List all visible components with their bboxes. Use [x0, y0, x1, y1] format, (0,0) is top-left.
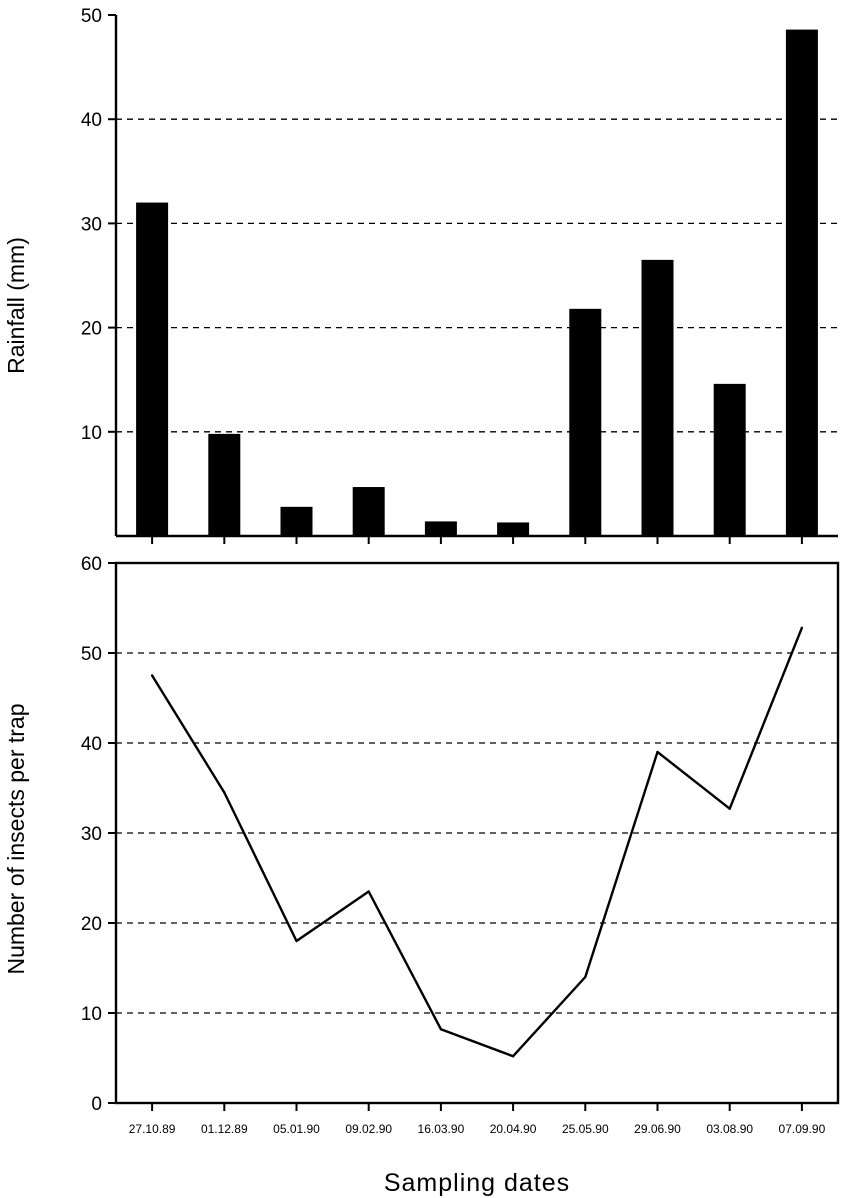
- insects-axes: [114, 561, 840, 1111]
- insects-y-tick-label: 50: [81, 644, 102, 665]
- rainfall-bars: [136, 29, 818, 536]
- insects-y-tick-label: 30: [81, 824, 102, 845]
- insects-y-ticks: 0 10 20 30 40 50 60: [81, 554, 116, 1115]
- x-tick-label: 29.06.90: [634, 1122, 681, 1136]
- insects-y-tick-label: 20: [81, 914, 102, 935]
- rainfall-bar: [352, 487, 385, 536]
- insects-y-tick-label: 60: [81, 554, 102, 575]
- rainfall-y-tick-label: 30: [81, 214, 102, 235]
- x-tick-label: 01.12.89: [201, 1122, 248, 1136]
- x-tick-label: 25.05.90: [562, 1122, 609, 1136]
- x-tick-label: 27.10.89: [129, 1122, 176, 1136]
- rainfall-y-tick-label: 20: [81, 319, 102, 340]
- rainfall-bar: [569, 308, 602, 536]
- rainfall-bar: [641, 259, 674, 536]
- x-tick-label: 09.02.90: [345, 1122, 392, 1136]
- insects-data-point: [656, 750, 659, 754]
- insects-data-point: [439, 1028, 443, 1031]
- insects-data-point: [728, 807, 731, 810]
- insects-data-point: [150, 674, 154, 677]
- rainfall-y-tick-label: 10: [81, 423, 102, 444]
- rainfall-y-ticks: 10 20 30 40 50: [81, 6, 116, 444]
- rainfall-y-tick-label: 50: [81, 6, 102, 27]
- rainfall-bar: [424, 521, 457, 536]
- x-tick-label: 05.01.90: [273, 1122, 320, 1136]
- insects-y-tick-label: 40: [81, 734, 102, 755]
- rainfall-axes: [114, 15, 838, 544]
- insects-data-point: [511, 1055, 515, 1058]
- rainfall-bar: [136, 202, 169, 536]
- rainfall-bar: [785, 29, 818, 536]
- insects-data-point: [295, 939, 298, 943]
- x-tick-label: 07.09.90: [779, 1122, 826, 1136]
- insects-plot-frame: [114, 561, 840, 1105]
- insects-y-tick-label: 0: [91, 1094, 102, 1115]
- insects-y-axis-title: Number of insects per trap: [3, 703, 29, 974]
- x-tick-labels: 27.10.89 01.12.89 05.01.90 09.02.90 16.03.90…: [129, 1122, 826, 1136]
- insects-data-point: [584, 975, 587, 979]
- rainfall-bar: [208, 433, 241, 536]
- insects-y-tick-label: 10: [81, 1004, 102, 1025]
- rainfall-bar: [497, 522, 530, 536]
- insects-points: [150, 626, 804, 1058]
- rainfall-bar: [280, 506, 313, 536]
- x-tick-label: 20.04.90: [490, 1122, 537, 1136]
- x-tick-label: 16.03.90: [418, 1122, 465, 1136]
- insects-grid: [116, 652, 838, 1014]
- rainfall-bar: [713, 383, 746, 536]
- insects-data-point: [223, 791, 226, 794]
- insects-data-point: [367, 890, 370, 893]
- insects-series-line: [151, 627, 804, 1058]
- insects-data-point: [800, 626, 804, 629]
- rainfall-y-axis-title: Rainfall (mm): [3, 237, 29, 374]
- x-tick-label: 03.08.90: [706, 1122, 753, 1136]
- x-axis-title: Sampling dates: [384, 1169, 570, 1197]
- rainfall-y-tick-label: 40: [81, 110, 102, 131]
